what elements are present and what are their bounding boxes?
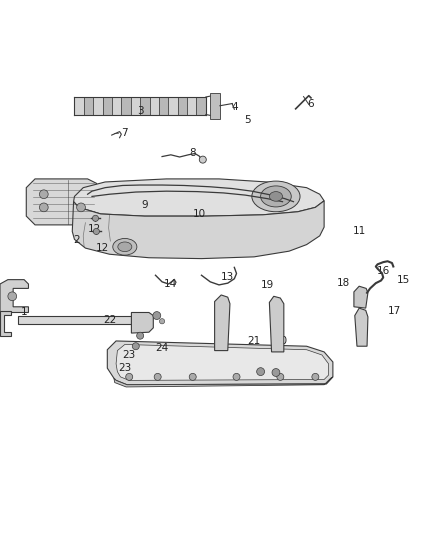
Text: 22: 22 xyxy=(103,315,116,325)
Text: 23: 23 xyxy=(123,350,136,360)
Text: 9: 9 xyxy=(141,200,148,210)
Text: 16: 16 xyxy=(377,266,390,276)
Text: 21: 21 xyxy=(247,336,261,346)
Circle shape xyxy=(312,374,319,381)
Text: 12: 12 xyxy=(88,224,101,235)
Text: 14: 14 xyxy=(164,279,177,289)
Polygon shape xyxy=(74,179,324,216)
Text: 23: 23 xyxy=(118,363,131,373)
Polygon shape xyxy=(114,377,333,387)
Text: 15: 15 xyxy=(396,274,410,285)
Circle shape xyxy=(233,374,240,381)
Ellipse shape xyxy=(269,191,283,201)
Text: 17: 17 xyxy=(388,306,401,316)
Polygon shape xyxy=(72,201,324,259)
Bar xyxy=(210,93,220,119)
Circle shape xyxy=(277,374,284,381)
Circle shape xyxy=(77,203,85,212)
Text: 1: 1 xyxy=(21,308,28,318)
Text: 12: 12 xyxy=(96,243,110,253)
Circle shape xyxy=(159,319,165,324)
Bar xyxy=(140,97,149,115)
Ellipse shape xyxy=(118,242,132,252)
Circle shape xyxy=(93,229,99,235)
Text: 10: 10 xyxy=(193,209,206,219)
Text: 7: 7 xyxy=(121,128,128,138)
Polygon shape xyxy=(131,312,153,333)
Text: 8: 8 xyxy=(189,148,196,158)
Text: 20: 20 xyxy=(274,336,287,346)
Polygon shape xyxy=(107,341,333,385)
Bar xyxy=(159,97,168,115)
Circle shape xyxy=(257,368,265,376)
Text: 13: 13 xyxy=(221,272,234,282)
Polygon shape xyxy=(269,296,284,352)
Text: 11: 11 xyxy=(353,227,366,237)
Circle shape xyxy=(8,292,17,301)
Circle shape xyxy=(272,368,280,376)
Bar xyxy=(84,97,93,115)
Polygon shape xyxy=(116,344,328,381)
Circle shape xyxy=(39,203,48,212)
Text: 24: 24 xyxy=(155,343,169,352)
Ellipse shape xyxy=(252,181,300,212)
Bar xyxy=(131,97,140,115)
Polygon shape xyxy=(26,179,101,225)
Bar xyxy=(197,97,206,115)
Circle shape xyxy=(199,156,206,163)
Polygon shape xyxy=(215,295,230,351)
Polygon shape xyxy=(355,308,368,346)
Bar xyxy=(168,97,178,115)
Circle shape xyxy=(153,312,161,319)
Circle shape xyxy=(154,374,161,381)
Circle shape xyxy=(126,374,133,381)
Polygon shape xyxy=(0,280,28,312)
Text: 3: 3 xyxy=(137,106,144,116)
Ellipse shape xyxy=(261,186,291,207)
Circle shape xyxy=(137,332,144,339)
Text: 2: 2 xyxy=(73,235,80,245)
Bar xyxy=(178,97,187,115)
Text: 19: 19 xyxy=(261,280,274,290)
Bar xyxy=(112,97,121,115)
Text: 6: 6 xyxy=(307,100,314,109)
Text: 5: 5 xyxy=(244,115,251,125)
Bar xyxy=(187,97,197,115)
Polygon shape xyxy=(0,311,11,336)
Circle shape xyxy=(132,343,139,350)
Circle shape xyxy=(92,215,99,221)
Circle shape xyxy=(39,190,48,199)
Circle shape xyxy=(189,374,196,381)
Polygon shape xyxy=(354,286,368,308)
Ellipse shape xyxy=(113,238,137,255)
Bar xyxy=(102,97,112,115)
Text: 18: 18 xyxy=(337,278,350,288)
Bar xyxy=(93,97,102,115)
Bar xyxy=(149,97,159,115)
Bar xyxy=(74,97,84,115)
Bar xyxy=(121,97,131,115)
Polygon shape xyxy=(18,317,136,324)
Text: 4: 4 xyxy=(231,102,238,111)
